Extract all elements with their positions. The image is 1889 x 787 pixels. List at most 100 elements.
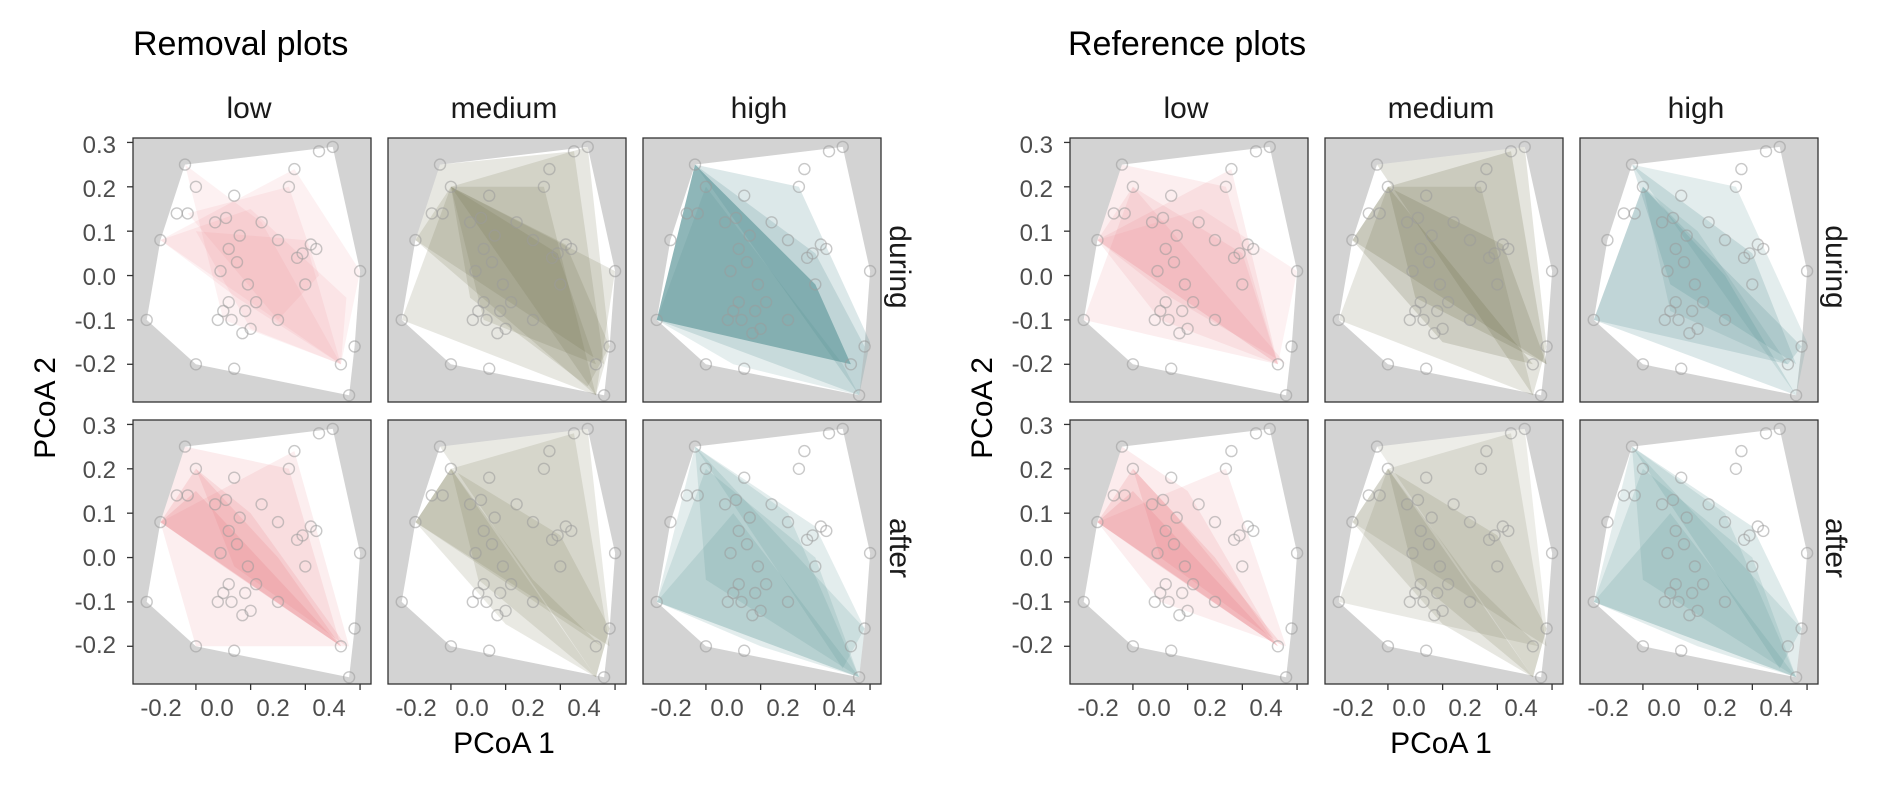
data-point [735,313,748,327]
data-point [282,462,296,475]
data-point [1474,462,1488,475]
data-point [181,489,194,502]
y-tick-label: 0.3 [1020,132,1053,159]
data-point [485,256,499,269]
y-tick-label: -0.2 [1012,632,1053,659]
data-point [1208,313,1222,327]
data-point [1403,313,1417,327]
data-point [140,595,153,609]
data-point [1419,362,1433,375]
data-point [444,640,458,653]
data-point [759,578,773,591]
data-point [567,427,581,440]
facet-panel [1064,419,1309,690]
data-point [863,264,877,278]
site-hull [1593,146,1808,396]
data-point [1601,515,1614,529]
data-point [463,216,477,229]
data-point [1480,444,1493,458]
treatment-hull [185,164,341,365]
data-point [792,180,806,194]
data-point [353,264,367,278]
data-point [526,233,540,247]
data-point [1661,546,1674,560]
data-point [140,313,153,327]
y-tick-label: -0.1 [75,589,116,616]
data-point [537,180,551,194]
data-point [727,586,740,600]
site-hull [146,428,361,678]
data-point [1795,622,1808,635]
data-point [1789,389,1803,402]
data-point [1233,247,1246,260]
data-point [474,211,488,225]
data-point [472,304,485,318]
data-point [1422,538,1436,551]
data-point [310,524,323,538]
data-point [608,264,622,278]
data-point [1655,498,1669,511]
data-point [189,462,203,475]
data-point [1167,256,1181,269]
data-point [1674,189,1688,202]
data-point [334,358,348,371]
data-point [1655,216,1669,229]
data-point [1414,242,1427,256]
x-tick-label: 0.4 [1249,695,1282,722]
data-point [1181,322,1194,335]
data-point [822,427,836,440]
data-point [299,560,312,573]
treatment-hull [1338,186,1533,396]
treatment-hull [1593,513,1797,678]
panel-border [387,419,627,685]
data-point [1414,578,1427,591]
treatment-hull [195,468,347,647]
data-point [208,216,222,229]
data-point [227,189,241,202]
data-point [650,313,663,327]
data-point [543,162,556,176]
data-point [227,471,241,484]
data-point [1400,216,1414,229]
data-point [699,180,713,194]
site-hull [656,428,871,678]
data-point [1664,586,1677,600]
data-point [724,264,737,278]
data-point [1436,604,1449,617]
data-point [1674,362,1688,375]
data-point [1077,595,1090,609]
data-point [1219,180,1233,194]
data-point [551,529,564,542]
data-point [1685,586,1699,600]
data-point [1118,207,1131,220]
data-point [738,362,751,375]
data-point [222,296,235,309]
data-point [1433,560,1447,573]
data-point [1178,560,1192,573]
data-point [342,671,356,684]
y-axis-title: PCoA 2 [29,357,62,459]
data-point [1154,586,1167,600]
data-point [238,304,252,318]
data-point [751,560,765,573]
y-tick-label: 0.1 [83,501,116,528]
data-point [409,515,422,529]
data-point [222,578,235,591]
y-tick-label: -0.1 [75,308,116,335]
data-point [565,242,578,256]
facet-panel [387,137,627,403]
data-point [288,444,301,458]
data-point [1672,313,1685,327]
site-hull [1338,428,1553,678]
data-point [1759,427,1773,440]
data-point [504,296,518,309]
data-point [1696,578,1710,591]
treatment-hull [1083,186,1278,365]
data-point [1789,671,1803,684]
data-point [699,640,713,653]
treatment-hull [160,491,341,647]
treatment-hull [656,164,851,365]
treatment-hull [1097,468,1278,647]
data-point [1290,546,1304,560]
data-point [433,440,447,453]
